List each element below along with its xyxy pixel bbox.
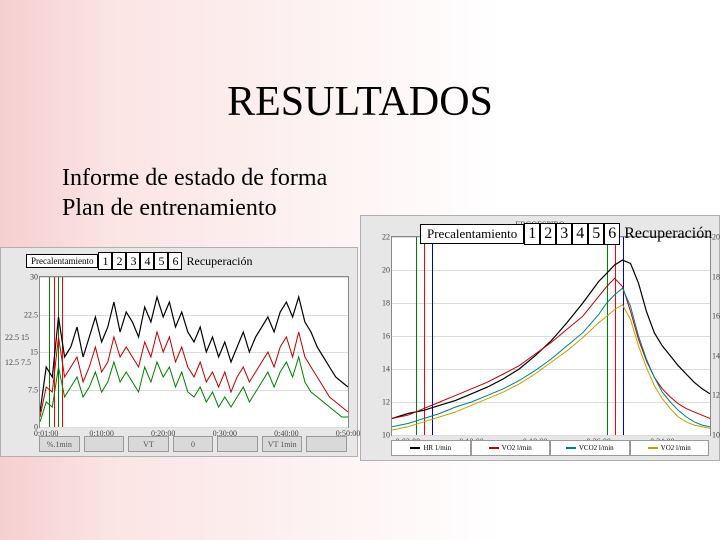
right-phase-labels: Precalentamiento123456Recuperación xyxy=(420,223,712,245)
left-yaxis-num: 7.5 xyxy=(21,358,31,367)
legend-item: VO2 l/min xyxy=(471,440,551,456)
ytick2-label: 180 xyxy=(712,272,720,281)
legend-item: %.1min xyxy=(39,436,80,452)
phase-number: 5 xyxy=(154,252,168,270)
right-legend: HR 1/minVO2 l/minVCO2 l/minVO2 l/min xyxy=(391,440,709,456)
ytick-label: 15 xyxy=(30,348,38,357)
legend-item xyxy=(217,436,258,452)
legend-item: 0 xyxy=(173,436,214,452)
phase-number: 4 xyxy=(140,252,154,270)
subtitle-2: Plan de entrenamiento xyxy=(62,195,277,222)
phase-number: 2 xyxy=(540,223,556,245)
subtitle-1: Informe de estado de forma xyxy=(62,165,327,192)
ytick-label: 10 xyxy=(382,431,390,440)
legend-item xyxy=(306,436,347,452)
phase-number: 6 xyxy=(168,252,182,270)
ytick-label: 22 xyxy=(382,233,390,242)
ytick2-label: 160 xyxy=(712,312,720,321)
right-plot-area: 101214161820221001201401601802000:02:000… xyxy=(391,236,711,436)
phase-recovery-label: Recuperación xyxy=(620,225,712,243)
phase-number: 4 xyxy=(572,223,588,245)
legend-item: VO2 l/min xyxy=(630,440,710,456)
phase-number: 3 xyxy=(126,252,140,270)
ytick-label: 18 xyxy=(382,299,390,308)
phase-number: 5 xyxy=(588,223,604,245)
left-yaxis-num: 22.5 xyxy=(5,333,19,342)
legend-item: VCO2 l/min xyxy=(550,440,630,456)
phase-number: 2 xyxy=(112,252,126,270)
phase-recovery-label: Recuperación xyxy=(182,254,252,269)
legend-item: VT xyxy=(128,436,169,452)
ytick2-label: 120 xyxy=(712,391,720,400)
ytick-label: 22.5 xyxy=(24,310,38,319)
left-yaxis-num: 12.5 xyxy=(5,358,19,367)
legend-item: HR 1/min xyxy=(391,440,471,456)
phase-number: 3 xyxy=(556,223,572,245)
legend-item xyxy=(84,436,125,452)
ytick-label: 16 xyxy=(382,332,390,341)
phase-number: 1 xyxy=(524,223,540,245)
left-plot-area: 07.51522.5300:01:000:10:000:20:000:30:00… xyxy=(39,276,349,428)
left-chart: 07.51522.5300:01:000:10:000:20:000:30:00… xyxy=(0,247,358,457)
left-phase-labels: Precalentamiento123456Recuperación xyxy=(26,252,252,270)
ytick2-label: 200 xyxy=(712,233,720,242)
ytick-label: 30 xyxy=(30,273,38,282)
phase-warmup-label: Precalentamiento xyxy=(420,224,524,244)
ytick2-label: 100 xyxy=(712,431,720,440)
phase-number: 6 xyxy=(604,223,620,245)
ytick-label: 12 xyxy=(382,398,390,407)
ytick-label: 20 xyxy=(382,266,390,275)
phase-number: 1 xyxy=(98,252,112,270)
ytick-label: 7.5 xyxy=(28,385,38,394)
phase-warmup-label: Precalentamiento xyxy=(26,254,98,268)
left-legend: %.1min VT0 VT 1min xyxy=(39,436,347,452)
ytick-label: 14 xyxy=(382,365,390,374)
right-chart: ERGOESPIRO 10121416182022100120140160180… xyxy=(360,215,720,461)
slide-title: RESULTADOS xyxy=(0,78,720,126)
legend-item: VT 1min xyxy=(262,436,303,452)
left-yaxis-num: 15 xyxy=(21,333,29,342)
ytick2-label: 140 xyxy=(712,351,720,360)
